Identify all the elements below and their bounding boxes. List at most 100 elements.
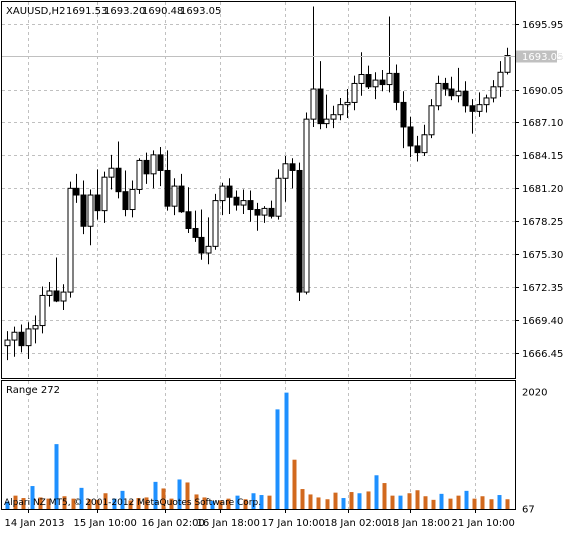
- candle: [4, 331, 11, 361]
- candle: [310, 6, 317, 127]
- candle: [379, 70, 386, 92]
- candle: [94, 169, 101, 220]
- candle: [462, 81, 469, 113]
- candle-body: [462, 90, 469, 107]
- candle-body: [254, 209, 261, 216]
- candle-body: [108, 167, 115, 178]
- candle: [393, 64, 400, 111]
- candle-body: [178, 185, 185, 213]
- candle-body: [268, 207, 275, 217]
- candle: [212, 193, 219, 250]
- candle: [178, 173, 185, 213]
- current-price-label: 1693.05: [522, 52, 563, 63]
- candle-body: [310, 88, 317, 120]
- time-tick-label: 21 Jan 10:00: [452, 518, 515, 529]
- candle-body: [87, 194, 94, 227]
- candle-body: [442, 82, 449, 90]
- price-tick-label: 1681.20: [522, 184, 563, 195]
- time-tick-label: 16 Jan 18:00: [197, 518, 260, 529]
- candle: [60, 284, 67, 310]
- candle: [448, 76, 455, 101]
- copyright-text: Alpari NZ MT5, © 2001-2012 MetaQuotes So…: [4, 498, 261, 508]
- candle: [247, 190, 254, 222]
- candle: [483, 94, 490, 113]
- candle: [289, 158, 296, 189]
- current-price-label-bg: [516, 50, 557, 63]
- price-tick-label: 1687.10: [522, 118, 563, 129]
- header-open: 1691.53: [66, 6, 107, 17]
- candle-body: [143, 159, 150, 175]
- candle-body: [18, 331, 25, 347]
- candle: [73, 173, 80, 203]
- grid: [2, 2, 515, 509]
- candle-body: [428, 105, 435, 136]
- candle-body: [358, 74, 365, 84]
- candle: [101, 171, 108, 223]
- candle: [205, 217, 212, 265]
- candle-body: [365, 74, 372, 88]
- candle: [198, 209, 205, 260]
- candle-body: [80, 194, 87, 227]
- candle-body: [372, 79, 379, 88]
- candle: [171, 178, 178, 216]
- candle: [317, 61, 324, 130]
- candle: [254, 202, 261, 231]
- candle: [455, 67, 462, 103]
- candle-body: [247, 200, 254, 211]
- candle: [219, 182, 226, 216]
- candle: [428, 99, 435, 139]
- candle: [115, 141, 122, 199]
- price-tick-label: 1684.15: [522, 151, 563, 162]
- candle-body: [407, 126, 414, 147]
- candle: [80, 180, 87, 235]
- candle-body: [393, 72, 400, 103]
- candle-body: [67, 187, 74, 293]
- candle-body: [171, 185, 178, 207]
- candle: [122, 170, 129, 217]
- candle: [358, 52, 365, 96]
- range-histogram: [5, 392, 510, 509]
- candle-body: [289, 163, 296, 171]
- candle-body: [94, 194, 101, 212]
- candle: [497, 61, 504, 97]
- candle: [372, 72, 379, 100]
- candle: [296, 162, 303, 302]
- candle: [87, 189, 94, 246]
- price-tick-label: 1666.45: [522, 349, 563, 360]
- candle: [344, 89, 351, 119]
- candle: [268, 200, 275, 219]
- time-tick-label: 17 Jan 10:00: [262, 518, 325, 529]
- candle: [365, 65, 372, 90]
- candle-body: [303, 118, 310, 293]
- candle: [157, 147, 164, 187]
- price-tick-label: 1695.95: [522, 20, 563, 31]
- candle: [25, 322, 32, 360]
- header-symbol: XAUUSD,H2: [6, 6, 65, 17]
- candle: [192, 210, 199, 242]
- candle-body: [226, 185, 233, 198]
- candle: [185, 187, 192, 233]
- candle-body: [60, 291, 67, 302]
- candle-body: [448, 88, 455, 97]
- candle-body: [212, 200, 219, 247]
- candle-body: [330, 114, 337, 120]
- candle: [275, 169, 282, 220]
- candle-body: [261, 207, 268, 216]
- candle: [400, 91, 407, 149]
- candle: [504, 47, 511, 75]
- candle-body: [164, 169, 171, 207]
- candle-body: [400, 101, 407, 128]
- header-close: 1693.05: [180, 6, 221, 17]
- candle: [435, 75, 442, 111]
- indicator-label: Range 272: [6, 385, 60, 396]
- candles: [4, 6, 511, 361]
- candle-body: [386, 72, 393, 86]
- candle-body: [53, 290, 60, 302]
- candle-body: [421, 134, 428, 154]
- candle-body: [344, 101, 351, 106]
- candle: [421, 124, 428, 156]
- candle-body: [122, 191, 129, 211]
- candle-body: [275, 177, 282, 217]
- candle: [490, 80, 497, 103]
- time-tick-label: 14 Jan 2013: [5, 518, 65, 529]
